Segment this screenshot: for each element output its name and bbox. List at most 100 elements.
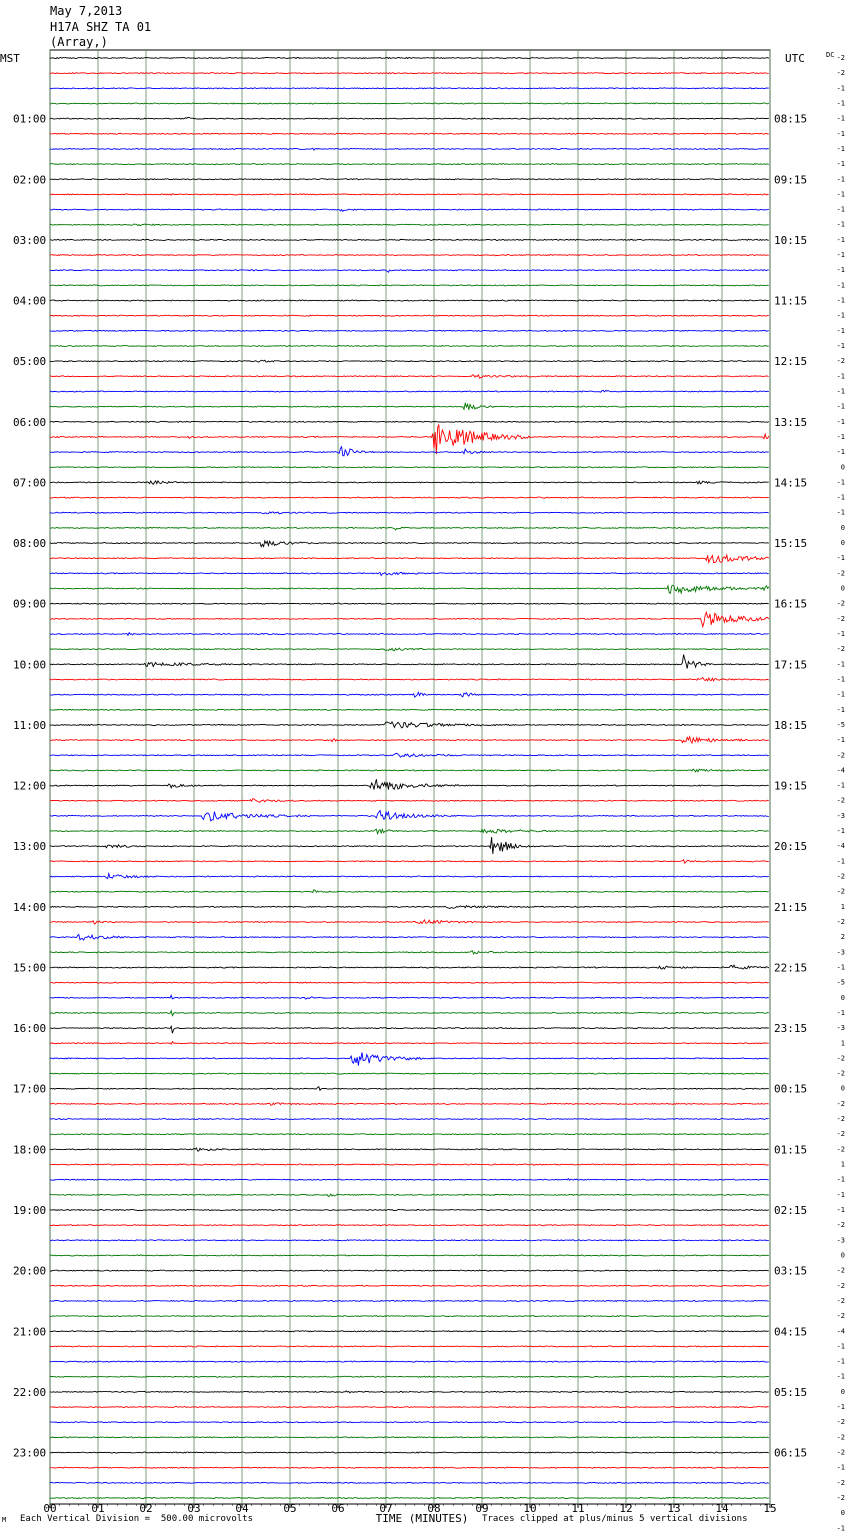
dc-offset-label: -2: [837, 1433, 845, 1441]
utc-hour-label: 22:15: [774, 961, 807, 974]
seismic-trace: [49, 752, 769, 758]
dc-offset-label: -2: [837, 873, 845, 881]
dc-offset-label: -2: [837, 1297, 845, 1305]
dc-offset-label: -1: [837, 433, 845, 441]
seismic-trace: [49, 1086, 769, 1092]
seismic-trace: [49, 178, 769, 181]
seismic-trace: [49, 1330, 769, 1333]
dc-offset-label: -1: [837, 509, 845, 517]
utc-hour-label: 19:15: [774, 780, 807, 793]
seismic-trace: [49, 193, 769, 196]
utc-hour-label: 08:15: [774, 113, 807, 126]
dc-offset-label: -2: [837, 1267, 845, 1275]
x-tick-label: 00: [43, 1502, 56, 1515]
x-axis-title: TIME (MINUTES): [376, 1512, 469, 1525]
seismic-trace: [49, 1375, 769, 1378]
dc-offset-label: -1: [837, 403, 845, 411]
utc-hour-label: 10:15: [774, 234, 807, 247]
dc-offset-label: -2: [837, 357, 845, 365]
mst-hour-label: 01:00: [13, 113, 46, 126]
seismic-trace: [49, 299, 769, 302]
seismic-trace: [49, 72, 769, 75]
seismic-trace: [49, 1177, 769, 1181]
mst-hour-label: 14:00: [13, 901, 46, 914]
clip-note: Traces clipped at plus/minus 5 vertical …: [482, 1514, 748, 1524]
dc-offset-label: -2: [837, 1115, 845, 1123]
mst-hour-label: 13:00: [13, 840, 46, 853]
dc-offset-label: -4: [837, 842, 845, 850]
dc-offset-label: -2: [837, 569, 845, 577]
x-tick-label: 15: [763, 1502, 776, 1515]
seismic-trace: [49, 1193, 769, 1198]
mst-hour-label: 17:00: [13, 1083, 46, 1096]
seismic-trace: [49, 631, 769, 637]
utc-hour-label: 16:15: [774, 598, 807, 611]
seismic-trace: [50, 708, 769, 711]
dc-offset-label: 0: [841, 1388, 845, 1396]
x-tick-label: 11: [571, 1502, 584, 1515]
seismic-trace: [49, 871, 770, 880]
dc-offset-label: -1: [837, 448, 845, 456]
seismic-traces: [49, 56, 770, 1500]
axis-labels: MST UTC DC 01:00 02:00 03:00 04:00 05:00 06:00 07…: [0, 51, 845, 1532]
seismic-trace: [49, 676, 769, 682]
seismic-trace: [49, 994, 769, 1000]
dc-offset-label: -1: [837, 827, 845, 835]
mst-hour-label: 05:00: [13, 355, 46, 368]
utc-hour-label: 12:15: [774, 355, 807, 368]
utc-hour-label: 14:15: [774, 476, 807, 489]
dc-offset-label: -1: [837, 312, 845, 320]
dc-offset-label: -2: [837, 1479, 845, 1487]
corner-mark: M: [2, 1516, 7, 1524]
seismic-trace: [49, 602, 770, 605]
mst-hour-label: 09:00: [13, 598, 46, 611]
dc-offset-label: -1: [837, 418, 845, 426]
dc-offset-label: -1: [837, 251, 845, 259]
dc-offset-label: -1: [837, 266, 845, 274]
seismic-trace: [49, 1345, 769, 1348]
dc-offset-label: -1: [837, 675, 845, 683]
seismic-trace: [49, 329, 769, 332]
dc-offset-label: -4: [837, 766, 845, 774]
utc-hour-label: 03:15: [774, 1265, 807, 1278]
utc-hour-label: 23:15: [774, 1022, 807, 1035]
seismic-trace: [49, 720, 769, 729]
seismic-trace: [49, 511, 769, 515]
seismic-trace: [49, 496, 769, 499]
seismic-trace: [49, 809, 769, 822]
dc-offset-label: -5: [837, 721, 845, 729]
seismic-trace: [49, 208, 769, 213]
utc-hour-label: 09:15: [774, 173, 807, 186]
dc-offset-label: -2: [837, 645, 845, 653]
utc-hour-label: 21:15: [774, 901, 807, 914]
dc-offset-label: -2: [837, 1312, 845, 1320]
seismic-trace: [49, 571, 769, 577]
header-network: (Array,): [50, 35, 108, 49]
seismic-trace: [49, 87, 769, 90]
seismic-trace: [49, 827, 769, 836]
seismic-trace: [49, 56, 770, 60]
x-tick-label: 05: [283, 1502, 296, 1515]
x-tick-label: 04: [235, 1502, 249, 1515]
x-tick-label: 07: [379, 1502, 392, 1515]
seismic-trace: [49, 1466, 769, 1469]
dc-offset-label: 1: [841, 1039, 845, 1047]
dc-offset-label: -3: [837, 812, 845, 820]
dc-offset-label: -3: [837, 1236, 845, 1244]
utc-hour-label: 11:15: [774, 295, 807, 308]
seismic-trace: [49, 466, 769, 469]
dc-offset-label: -1: [837, 1403, 845, 1411]
seismic-trace: [49, 779, 769, 791]
dc-offset-label: -1: [837, 1009, 845, 1017]
dc-offset-label: -2: [837, 1070, 845, 1078]
dc-offset-label: -1: [837, 630, 845, 638]
header-date: May 7,2013: [50, 4, 123, 18]
dc-offset-label: 0: [841, 1509, 845, 1517]
dc-offset-label: -2: [837, 600, 845, 608]
seismic-trace: [49, 162, 769, 166]
dc-offset-label: -1: [837, 1342, 845, 1350]
seismic-trace: [50, 691, 769, 698]
utc-hour-label: 13:15: [774, 416, 807, 429]
seismic-trace: [49, 344, 769, 348]
